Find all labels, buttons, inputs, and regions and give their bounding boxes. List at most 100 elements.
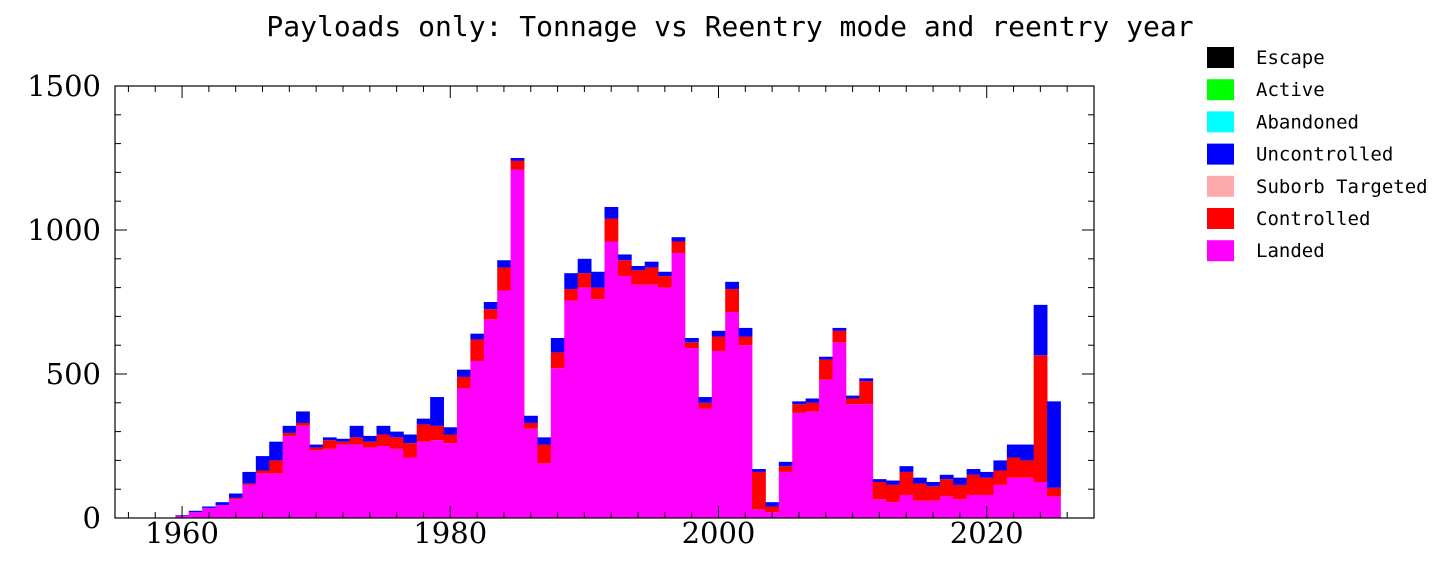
bar-controlled-2013 — [886, 484, 900, 503]
legend-swatch-active — [1207, 79, 1234, 101]
bar-uncontrolled-2002 — [738, 327, 753, 337]
bar-uncontrolled-1990 — [577, 258, 592, 274]
legend-label-suborb-targeted: Suborb Targeted — [1256, 176, 1428, 198]
bar-uncontrolled-1967 — [269, 441, 284, 461]
bar-landed-1989 — [564, 300, 579, 518]
bar-uncontrolled-1976 — [389, 431, 404, 438]
bar-uncontrolled-2009 — [832, 327, 847, 331]
bar-landed-2007 — [805, 411, 820, 518]
axes-frame — [114, 85, 1095, 519]
bar-uncontrolled-2003 — [752, 469, 766, 472]
bar-controlled-1982 — [470, 339, 485, 362]
bar-uncontrolled-2013 — [886, 480, 900, 485]
bar-uncontrolled-1975 — [376, 425, 391, 435]
bar-uncontrolled-2001 — [725, 281, 740, 290]
bar-controlled-2006 — [792, 404, 807, 413]
bar-controlled-1976 — [389, 437, 404, 449]
bar-landed-1967 — [269, 473, 284, 518]
legend-label-escape: Escape — [1256, 47, 1325, 69]
bar-landed-1975 — [376, 446, 391, 518]
bar-landed-2022 — [1006, 477, 1021, 518]
bar-landed-1991 — [591, 299, 605, 518]
bar-controlled-2020 — [980, 477, 994, 495]
bar-controlled-2010 — [845, 398, 860, 405]
bar-controlled-2025 — [1047, 487, 1061, 497]
bar-landed-1995 — [644, 284, 659, 518]
legend-label-abandoned: Abandoned — [1256, 111, 1359, 133]
bar-uncontrolled-2007 — [805, 398, 820, 403]
bar-controlled-1977 — [403, 443, 418, 458]
bar-landed-2010 — [845, 404, 860, 518]
bar-controlled-1966 — [255, 470, 270, 474]
bar-controlled-2021 — [993, 470, 1008, 485]
bar-controlled-1975 — [376, 434, 391, 446]
legend-label-uncontrolled: Uncontrolled — [1256, 144, 1393, 166]
bar-uncontrolled-2008 — [819, 356, 833, 360]
bar-uncontrolled-1989 — [564, 273, 579, 290]
bar-landed-1966 — [255, 473, 270, 518]
bar-controlled-2016 — [926, 486, 941, 501]
bar-landed-1987 — [537, 463, 552, 518]
bar-uncontrolled-1961 — [188, 510, 203, 513]
bar-uncontrolled-1970 — [309, 444, 324, 448]
bar-uncontrolled-2014 — [899, 466, 914, 472]
bar-controlled-1969 — [296, 422, 310, 426]
bar-controlled-2012 — [872, 482, 887, 500]
bar-landed-1977 — [403, 457, 418, 518]
bar-controlled-1964 — [228, 497, 243, 500]
bar-landed-2003 — [752, 509, 766, 518]
bar-controlled-1999 — [698, 402, 713, 409]
bar-landed-1976 — [389, 448, 404, 518]
bar-uncontrolled-1974 — [363, 435, 377, 442]
bar-controlled-2003 — [752, 471, 766, 510]
bar-controlled-2014 — [899, 471, 914, 495]
bar-landed-2018 — [953, 499, 967, 518]
bar-uncontrolled-2016 — [926, 482, 941, 487]
bar-controlled-1981 — [456, 376, 471, 389]
bar-landed-1997 — [671, 253, 686, 519]
legend-swatch-escape — [1207, 47, 1234, 68]
bar-controlled-1967 — [269, 460, 284, 474]
bar-controlled-1988 — [550, 352, 565, 369]
bar-landed-1963 — [215, 505, 230, 518]
bar-landed-2011 — [859, 404, 874, 518]
bar-landed-1996 — [658, 287, 672, 518]
bar-uncontrolled-2021 — [993, 460, 1008, 471]
legend-label-landed: Landed — [1256, 240, 1325, 262]
bar-controlled-1989 — [564, 289, 579, 301]
bar-landed-1990 — [577, 287, 592, 518]
bar-controlled-1991 — [591, 287, 605, 300]
bar-uncontrolled-1998 — [684, 338, 699, 343]
legend-swatch-suborb-targeted — [1207, 175, 1234, 197]
bar-landed-2023 — [1020, 477, 1035, 518]
bar-uncontrolled-2019 — [966, 469, 981, 475]
bar-controlled-2001 — [725, 289, 740, 313]
bar-controlled-1978 — [416, 424, 431, 442]
y-tick-label: 1000 — [27, 213, 101, 247]
bar-uncontrolled-2025 — [1047, 401, 1061, 488]
bar-controlled-2019 — [966, 474, 981, 495]
bar-uncontrolled-1982 — [470, 333, 485, 340]
bar-landed-1968 — [282, 435, 297, 518]
bar-landed-1965 — [242, 484, 257, 518]
bar-controlled-2024 — [1033, 355, 1048, 482]
bar-controlled-1968 — [282, 433, 297, 436]
bar-controlled-1965 — [242, 483, 257, 485]
bar-landed-1978 — [416, 441, 431, 518]
bar-uncontrolled-2023 — [1020, 444, 1035, 461]
bar-landed-1979 — [430, 440, 444, 518]
bar-controlled-1974 — [363, 441, 377, 448]
bar-uncontrolled-2022 — [1006, 444, 1021, 458]
bar-landed-2019 — [966, 494, 981, 518]
bar-landed-1981 — [456, 388, 471, 518]
bar-controlled-1973 — [349, 437, 364, 445]
bar-uncontrolled-1997 — [671, 237, 686, 242]
bar-controlled-1985 — [510, 160, 525, 170]
bar-landed-1969 — [296, 425, 310, 518]
bar-uncontrolled-1980 — [443, 427, 458, 435]
bar-uncontrolled-1994 — [631, 266, 646, 271]
bar-landed-2024 — [1033, 482, 1048, 518]
legend-swatch-uncontrolled — [1207, 143, 1234, 165]
bar-landed-1988 — [550, 368, 565, 518]
bar-uncontrolled-2015 — [912, 477, 927, 484]
